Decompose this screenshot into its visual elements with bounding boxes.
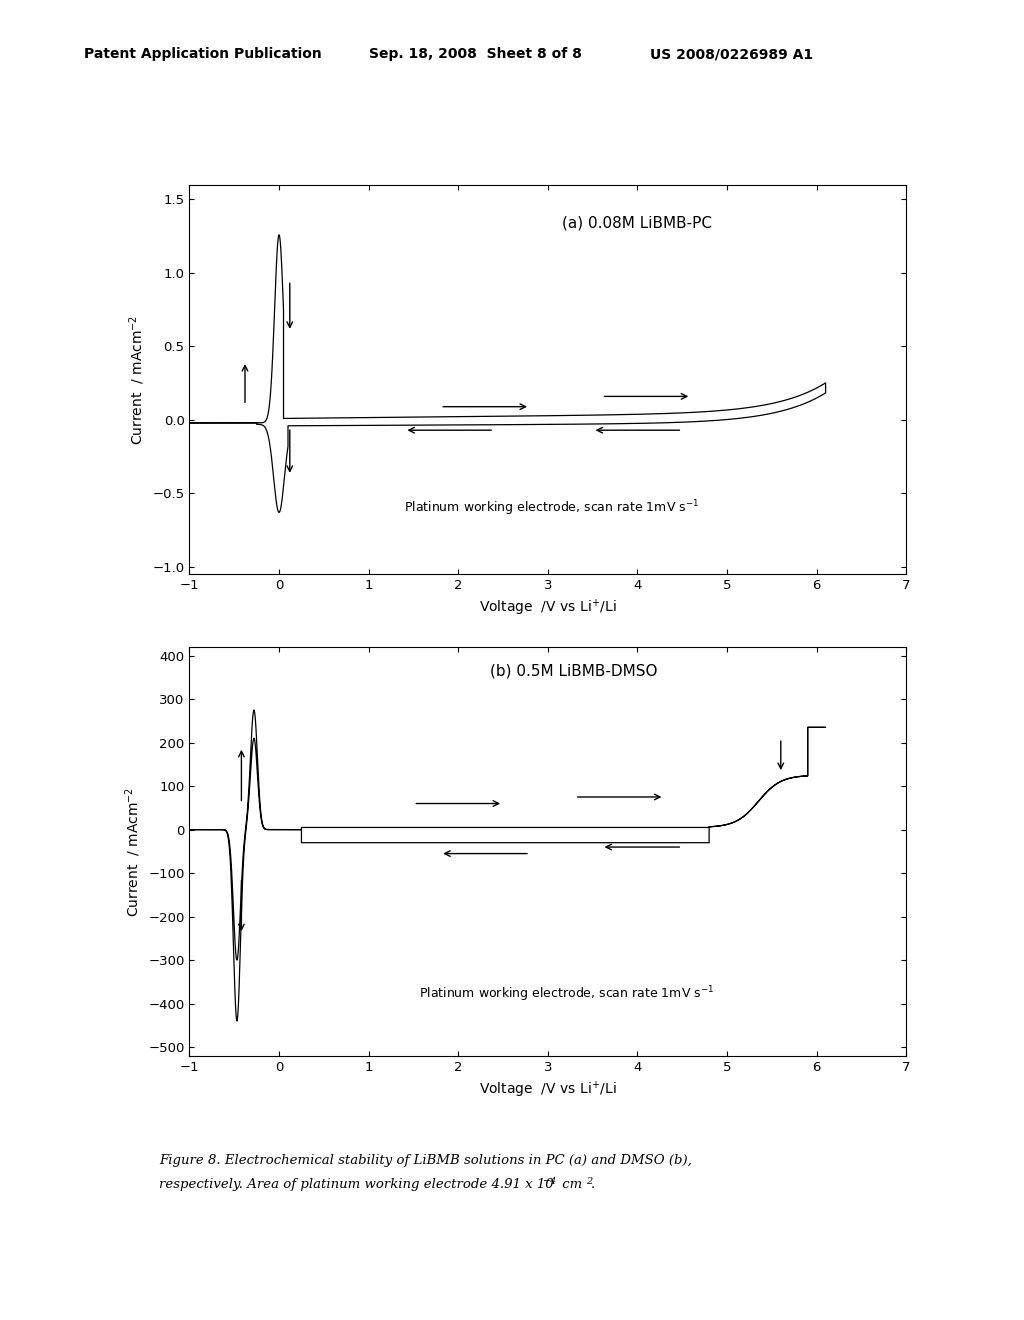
- Text: (b) 0.5M LiBMB-DMSO: (b) 0.5M LiBMB-DMSO: [490, 663, 658, 678]
- Text: Figure 8. Electrochemical stability of LiBMB solutions in PC (a) and DMSO (b),: Figure 8. Electrochemical stability of L…: [159, 1154, 691, 1167]
- Text: respectively. Area of platinum working electrode 4.91 x 10: respectively. Area of platinum working e…: [159, 1177, 553, 1191]
- X-axis label: Voltage  /V vs Li$^{+}$/Li: Voltage /V vs Li$^{+}$/Li: [479, 598, 616, 618]
- Text: 2: 2: [586, 1177, 592, 1187]
- Y-axis label: Current  / mAcm$^{-2}$: Current / mAcm$^{-2}$: [123, 787, 142, 916]
- Text: Patent Application Publication: Patent Application Publication: [84, 48, 322, 61]
- X-axis label: Voltage  /V vs Li$^{+}$/Li: Voltage /V vs Li$^{+}$/Li: [479, 1080, 616, 1100]
- Text: cm: cm: [558, 1177, 583, 1191]
- Text: US 2008/0226989 A1: US 2008/0226989 A1: [650, 48, 813, 61]
- Text: Platinum working electrode, scan rate 1mV s$^{-1}$: Platinum working electrode, scan rate 1m…: [404, 498, 699, 517]
- Text: (a) 0.08M LiBMB-PC: (a) 0.08M LiBMB-PC: [562, 216, 712, 231]
- Text: Sep. 18, 2008  Sheet 8 of 8: Sep. 18, 2008 Sheet 8 of 8: [369, 48, 582, 61]
- Text: −4: −4: [543, 1177, 557, 1187]
- Text: Platinum working electrode, scan rate 1mV s$^{-1}$: Platinum working electrode, scan rate 1m…: [419, 985, 714, 1005]
- Y-axis label: Current  / mAcm$^{-2}$: Current / mAcm$^{-2}$: [127, 314, 146, 445]
- Text: .: .: [591, 1177, 595, 1191]
